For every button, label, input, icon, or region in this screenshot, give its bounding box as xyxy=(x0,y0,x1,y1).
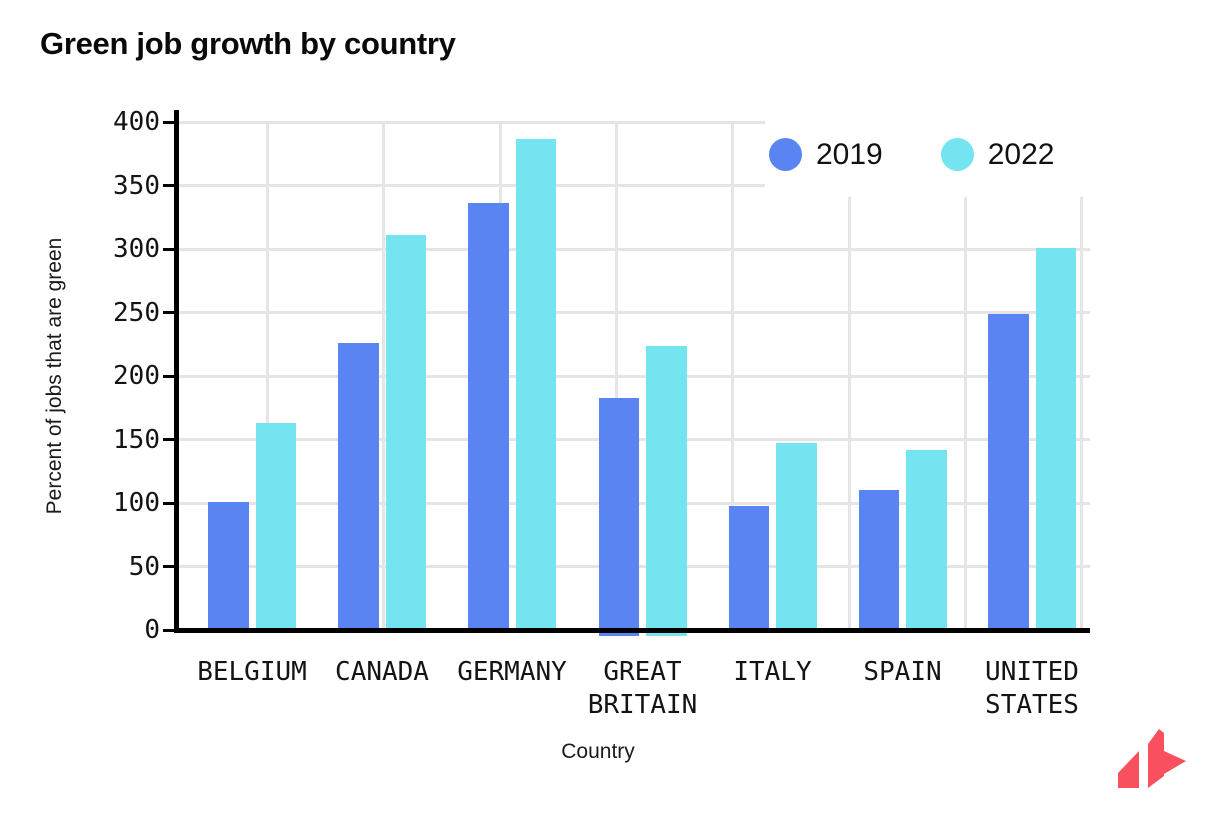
y-tick-mark xyxy=(163,374,174,378)
bar-canada-2022 xyxy=(385,235,426,632)
brand-logo-left-shape xyxy=(1118,751,1139,788)
chart-title: Green job growth by country xyxy=(40,26,456,61)
y-axis-title: Percent of jobs that are green xyxy=(43,237,66,515)
legend-swatch-2022 xyxy=(940,138,974,171)
x-category-label: GERMANY xyxy=(457,657,567,687)
y-tick-label: 250 xyxy=(113,297,160,328)
bar-italy-2022 xyxy=(776,443,817,632)
y-tick-mark xyxy=(163,501,174,505)
bar-germany-2022 xyxy=(515,138,556,632)
h-gridline xyxy=(177,184,1090,187)
bar-spain-2022 xyxy=(906,449,947,632)
legend-swatch-2019 xyxy=(769,138,802,171)
bar-united-states-2022 xyxy=(1035,247,1076,632)
brand-logo-right-shape xyxy=(1148,729,1186,788)
y-axis-line xyxy=(174,110,179,633)
x-category-label: ITALY xyxy=(733,657,812,687)
y-tick-label: 150 xyxy=(113,424,160,455)
y-tick-mark xyxy=(163,565,174,568)
bar-canada-2019 xyxy=(338,342,379,632)
legend: 2019 2022 xyxy=(765,112,1090,197)
y-tick-mark xyxy=(163,120,174,124)
bar-great-britain-2022 xyxy=(646,345,687,636)
bar-belgium-2019 xyxy=(208,501,249,632)
legend-label-2019: 2019 xyxy=(816,137,883,171)
v-gridline xyxy=(963,122,967,628)
bar-belgium-2022 xyxy=(255,422,296,632)
h-gridline xyxy=(177,311,1090,314)
y-tick-label: 100 xyxy=(113,488,160,518)
x-category-label: GREAT BRITAIN xyxy=(587,657,698,720)
y-tick-mark xyxy=(163,438,174,441)
y-tick-label: 400 xyxy=(113,107,160,137)
y-tick-label: 50 xyxy=(128,551,160,582)
y-tick-mark xyxy=(163,184,174,187)
y-tick-mark xyxy=(163,628,174,632)
legend-label-2022: 2022 xyxy=(987,137,1055,171)
v-gridline xyxy=(382,122,386,628)
y-tick-label: 0 xyxy=(144,615,160,645)
bar-germany-2019 xyxy=(468,203,509,632)
y-tick-mark xyxy=(163,247,174,251)
y-tick-mark xyxy=(163,311,174,314)
x-category-label: SPAIN xyxy=(863,657,942,687)
bar-great-britain-2019 xyxy=(598,397,639,636)
x-axis-title: Country xyxy=(561,740,635,763)
v-gridline xyxy=(1080,122,1084,628)
bar-united-states-2019 xyxy=(988,313,1029,632)
v-gridline xyxy=(847,122,851,628)
v-gridline xyxy=(266,122,269,628)
y-tick-label: 300 xyxy=(113,234,160,264)
x-category-label: UNITED STATES xyxy=(985,657,1079,720)
brand-logo xyxy=(1118,729,1186,788)
x-axis-line xyxy=(174,628,1090,633)
v-gridline xyxy=(731,122,735,628)
v-gridline xyxy=(614,122,618,628)
h-gridline xyxy=(177,247,1090,251)
y-tick-label: 200 xyxy=(113,361,160,391)
x-category-label: CANADA xyxy=(335,657,429,687)
bar-spain-2019 xyxy=(858,490,899,632)
bar-italy-2019 xyxy=(728,505,769,632)
y-tick-label: 350 xyxy=(113,170,160,201)
h-gridline xyxy=(177,120,1090,124)
x-category-label: BELGIUM xyxy=(197,657,307,687)
h-gridline xyxy=(177,374,1090,378)
